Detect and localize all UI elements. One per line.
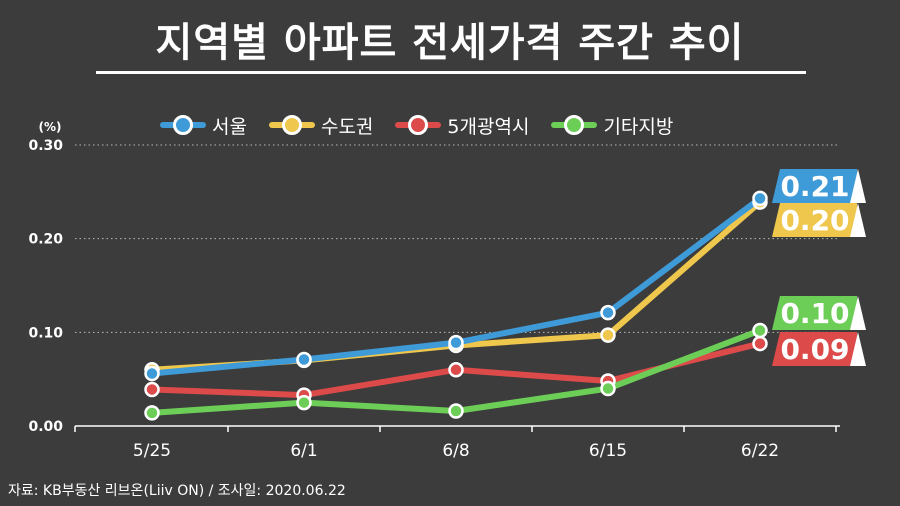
- y-axis-unit-label: (%): [39, 120, 62, 134]
- data-point: [144, 381, 160, 398]
- data-point: [448, 403, 464, 419]
- legend: 서울 수도권 5개광역시 기타지방: [160, 110, 673, 140]
- legend-label: 기타지방: [603, 115, 674, 138]
- legend-swatch-capital-area: [268, 115, 315, 135]
- end-value-callout: 0.09: [772, 332, 866, 366]
- callout-corner: [850, 296, 866, 330]
- chart-title: 지역별 아파트 전세가격 주간 추이: [155, 20, 745, 66]
- callout-value-label: 0.21: [780, 170, 849, 203]
- data-point: [752, 335, 768, 352]
- callout-corner: [850, 332, 866, 366]
- x-tick-label: 6/22: [741, 441, 779, 461]
- data-point: [600, 327, 616, 343]
- x-tick-label: 6/1: [290, 441, 317, 461]
- legend-swatch-metro-cities: [395, 115, 442, 135]
- callout-tag: [772, 169, 857, 203]
- data-point: [600, 380, 616, 397]
- legend-item-capital-area: 수도권: [268, 112, 374, 139]
- y-tick-label: 0.30: [28, 138, 63, 154]
- data-point: [752, 190, 768, 207]
- data-point: [296, 351, 312, 368]
- legend-label: 5개광역시: [447, 115, 530, 138]
- callout-value-label: 0.09: [780, 333, 849, 366]
- legend-label: 서울: [212, 115, 247, 138]
- data-point: [752, 322, 768, 339]
- legend-swatch-other-regions: [551, 115, 598, 135]
- callout-tag: [772, 296, 857, 330]
- end-value-callout: 0.21: [772, 169, 866, 203]
- source-note: 자료: KB부동산 리브온(Liiv ON) / 조사일: 2020.06.22: [8, 483, 346, 499]
- x-tick-label: 6/15: [589, 441, 627, 461]
- y-tick-label: 0.00: [28, 419, 63, 435]
- y-tick-label: 0.10: [28, 325, 63, 341]
- legend-item-seoul: 서울: [160, 112, 247, 139]
- end-value-callout: 0.10: [772, 296, 866, 330]
- data-point: [600, 304, 616, 321]
- data-point: [448, 362, 464, 378]
- callout-corner: [850, 203, 866, 237]
- x-tick-label: 5/25: [133, 441, 171, 461]
- data-point: [144, 365, 160, 382]
- legend-label: 수도권: [320, 115, 374, 138]
- data-point: [448, 334, 464, 351]
- callout-value-label: 0.20: [780, 204, 849, 237]
- title-underline: [96, 71, 806, 74]
- callout-tag: [772, 332, 857, 366]
- y-tick-label: 0.20: [28, 232, 63, 248]
- x-tick-label: 6/8: [442, 441, 469, 461]
- callout-value-label: 0.10: [780, 297, 849, 330]
- legend-swatch-seoul: [160, 115, 206, 135]
- callout-tag: [772, 203, 857, 237]
- legend-item-other-regions: 기타지방: [551, 112, 673, 139]
- end-value-callout: 0.20: [772, 203, 866, 237]
- data-point: [296, 394, 312, 411]
- legend-item-metro-cities: 5개광역시: [395, 112, 529, 139]
- callout-corner: [850, 169, 866, 203]
- data-point: [144, 405, 160, 421]
